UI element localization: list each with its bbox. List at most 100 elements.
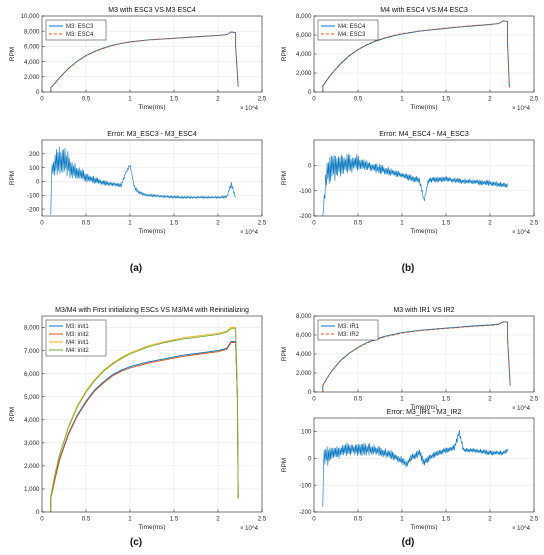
legend-label: M4: ESC3	[338, 32, 366, 38]
chart-3: 0 0.5 1 1.5 2 2.5 -200 -100 0 100 200 Error: M3_ESC…	[9, 131, 267, 236]
x-axis-label: Time(ms)	[410, 228, 437, 235]
y-tick-label: 4,000	[296, 51, 312, 58]
x-tick-label: 0.5	[354, 220, 363, 227]
x-tick-label: 2	[488, 396, 492, 403]
x-tick-label: 0	[40, 220, 44, 227]
y-tick-label: 200	[29, 151, 40, 158]
series-line-1	[50, 146, 236, 215]
y-tick-label: 0	[308, 455, 312, 462]
x-tick-label: 1.5	[442, 516, 451, 523]
series-line-1	[322, 430, 508, 507]
legend-label: M3: IR1	[338, 324, 360, 330]
y-tick-label: -200	[27, 206, 40, 213]
chart-6: 0 0.5 1 1.5 2 2.5 0 2,000 4,000 6,000 8,000 M3 with…	[281, 307, 539, 412]
y-tick-label: 0	[308, 89, 312, 96]
y-tick-label: 0	[36, 509, 40, 516]
y-tick-label: 4,000	[24, 59, 40, 66]
x-tick-label: 2	[216, 516, 220, 523]
x-axis-label: Time(ms)	[410, 104, 437, 111]
y-tick-label: 0	[308, 389, 312, 396]
x-tick-label: 0	[312, 220, 316, 227]
y-axis-label: RPM	[281, 47, 288, 61]
y-axis-label: RPM	[281, 347, 288, 361]
y-tick-label: 10,000	[21, 13, 40, 20]
x-tick-label: 2.5	[530, 396, 539, 403]
x-tick-label: 0.5	[82, 96, 91, 103]
axes-frame	[41, 139, 263, 217]
y-tick-label: -200	[299, 509, 312, 516]
x-axis-exponent: × 10^4	[512, 106, 531, 112]
chart-4: 0 0.5 1 1.5 2 2.5 -200 -100 0 Error: M4_ESC4 - M4…	[281, 131, 539, 236]
x-tick-label: 1	[128, 516, 132, 523]
x-axis-exponent: × 10^4	[240, 526, 259, 532]
y-tick-label: 100	[301, 429, 312, 436]
y-tick-label: 6,000	[296, 332, 312, 339]
x-axis-label: Time(ms)	[138, 104, 165, 111]
x-tick-label: 1.5	[442, 96, 451, 103]
chart-title: M4 with ESC4 VS M4 ESC3	[380, 7, 468, 14]
x-tick-label: 1.5	[170, 220, 179, 227]
legend: M4: ESC4 M4: ESC3	[317, 19, 379, 41]
legend: M3: IR1 M3: IR2	[317, 319, 379, 341]
legend-label: M4: init1	[66, 340, 89, 346]
x-axis-label: Time(ms)	[138, 524, 165, 531]
plot-area	[314, 140, 534, 216]
x-tick-label: 0	[40, 96, 44, 103]
legend-label: M4: ESC4	[338, 24, 366, 30]
x-axis-label: Time(ms)	[138, 228, 165, 235]
series-group	[322, 321, 511, 392]
axes-frame	[313, 417, 535, 513]
x-tick-label: 2.5	[258, 96, 267, 103]
axes-frame	[313, 139, 535, 217]
series-group	[50, 327, 239, 512]
y-tick-label: 7,000	[24, 348, 40, 355]
x-tick-label: 2	[216, 96, 220, 103]
chart-title: Error: M3_IR1 - M3_IR2	[387, 409, 462, 416]
y-tick-label: 6,000	[24, 44, 40, 51]
y-tick-label: 2,000	[24, 74, 40, 81]
legend-label: M3: IR2	[338, 332, 360, 338]
x-tick-label: 2	[488, 220, 492, 227]
x-tick-label: 0.5	[354, 396, 363, 403]
x-tick-label: 0.5	[354, 96, 363, 103]
legend-box	[317, 19, 379, 41]
series-line-2	[322, 20, 510, 92]
legend-label: M3: init2	[66, 332, 89, 338]
panel-label: (c)	[130, 537, 142, 548]
legend: M3: ESC3 M3: ESC4	[45, 19, 107, 41]
chart-5: 0 0.5 1 1.5 2 2.5 0 1,000 2,000 3,000 4,000 5,000 6,…	[9, 307, 267, 532]
y-tick-label: 0	[36, 179, 40, 186]
y-tick-label: 2,000	[296, 370, 312, 377]
x-tick-label: 2.5	[530, 220, 539, 227]
y-axis-label: RPM	[281, 171, 288, 185]
x-tick-label: 0.5	[82, 516, 91, 523]
y-tick-label: 1,000	[24, 486, 40, 493]
y-tick-label: 4,000	[296, 351, 312, 358]
legend-label: M4: init2	[66, 348, 89, 354]
y-axis-label: RPM	[9, 171, 16, 185]
plot-area	[42, 140, 262, 216]
x-tick-label: 1	[128, 220, 132, 227]
legend-box	[317, 319, 379, 341]
x-tick-label: 2	[488, 96, 492, 103]
x-tick-label: 2	[488, 516, 492, 523]
y-tick-label: 6,000	[296, 32, 312, 39]
x-axis-label: Time(ms)	[410, 524, 437, 531]
chart-title: Error: M4_ESC4 - M4_ESC3	[379, 131, 469, 138]
x-tick-label: 1.5	[442, 220, 451, 227]
plot-area	[314, 418, 534, 512]
y-tick-label: 8,000	[296, 13, 312, 20]
y-tick-label: -200	[299, 213, 312, 220]
y-tick-label: 2,000	[24, 463, 40, 470]
y-tick-label: 5,000	[24, 394, 40, 401]
y-tick-label: 2,000	[296, 70, 312, 77]
y-tick-label: 4,000	[24, 417, 40, 424]
x-tick-label: 2.5	[530, 516, 539, 523]
panel-label: (b)	[402, 263, 415, 274]
y-axis-label: RPM	[9, 407, 16, 421]
series-group	[50, 146, 236, 215]
series-line-2	[50, 342, 239, 512]
x-tick-label: 2.5	[530, 96, 539, 103]
legend-label: M3: init1	[66, 324, 89, 330]
x-axis-exponent: × 10^4	[512, 406, 531, 412]
